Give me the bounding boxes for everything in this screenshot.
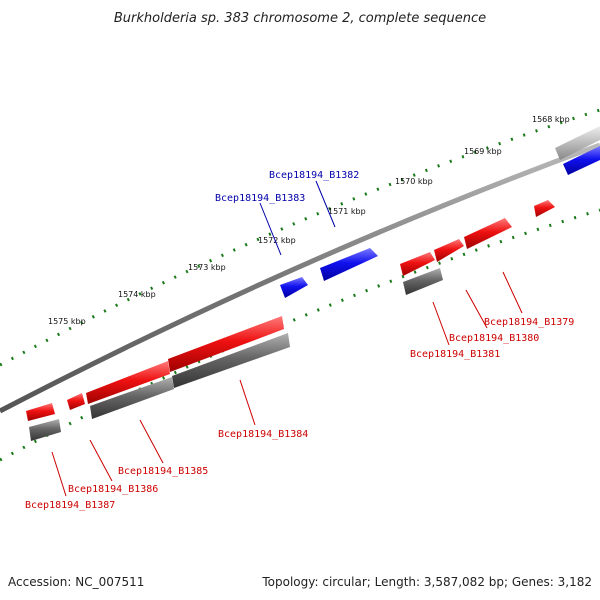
grey-feature-b1384 (172, 333, 290, 388)
partial-feature-blue (563, 146, 600, 175)
scale-label: 1571 kbp (328, 207, 366, 216)
map-title: Burkholderia sp. 383 chromosome 2, compl… (114, 11, 486, 26)
leader-lines (51, 180, 523, 497)
gene-b1384-arrow[interactable] (168, 316, 284, 372)
gene-label-b1382[interactable]: Bcep18194_B1382 (269, 170, 359, 181)
gene-label-b1383[interactable]: Bcep18194_B1383 (215, 193, 305, 204)
gene-b1385-arrow[interactable] (86, 361, 170, 404)
gene-b1386-arrow[interactable] (67, 393, 85, 410)
gene-b1382-arrow[interactable] (320, 248, 378, 281)
scale-label: 1573 kbp (188, 263, 226, 272)
genome-summary-text: Topology: circular; Length: 3,587,082 bp… (261, 575, 592, 589)
gene-small-red-right[interactable] (534, 200, 555, 217)
gene-label-b1379[interactable]: Bcep18194_B1379 (484, 317, 574, 328)
scale-labels: 1568 kbp 1569 kbp 1570 kbp 1571 kbp 1572… (48, 115, 570, 326)
chromosome-backbone (0, 142, 600, 414)
gene-b1383-arrow[interactable] (280, 277, 308, 298)
gene-b1379-arrow[interactable] (464, 218, 512, 249)
accession-text: Accession: NC_007511 (8, 575, 144, 589)
scale-label: 1568 kbp (532, 115, 570, 124)
scale-label: 1575 kbp (48, 317, 86, 326)
partial-feature-light (555, 126, 600, 160)
gene-label-b1386[interactable]: Bcep18194_B1386 (68, 484, 158, 495)
gene-label-b1385[interactable]: Bcep18194_B1385 (118, 466, 208, 477)
scale-label: 1572 kbp (258, 236, 296, 245)
scale-label: 1570 kbp (395, 177, 433, 186)
gene-b1380-arrow[interactable] (434, 239, 464, 262)
gene-label-b1380[interactable]: Bcep18194_B1380 (449, 333, 539, 344)
scale-label: 1574 kbp (118, 290, 156, 299)
grey-feature-b1381 (403, 268, 443, 295)
gene-label-b1384[interactable]: Bcep18194_B1384 (218, 429, 308, 440)
gene-b1387-arrow[interactable] (26, 403, 55, 421)
gene-label-b1381[interactable]: Bcep18194_B1381 (410, 349, 500, 360)
grey-feature-b1387 (29, 419, 61, 441)
scale-label: 1569 kbp (464, 147, 502, 156)
grey-feature-b1385 (90, 377, 174, 419)
gene-b1381-arrow[interactable] (400, 252, 435, 276)
gene-label-b1387[interactable]: Bcep18194_B1387 (25, 500, 115, 511)
